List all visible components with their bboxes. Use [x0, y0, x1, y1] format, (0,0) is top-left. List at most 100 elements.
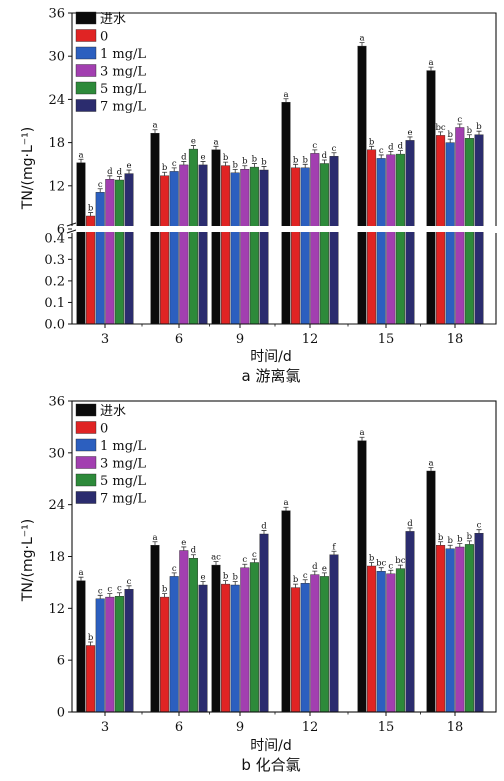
panel-a-legend: 进水 0 1 mg/L 3 mg/L 5 mg/L 7 mg/L	[75, 11, 146, 115]
panel-b-legend-swatch-1	[75, 421, 97, 434]
panel-a-error-bar-0-0	[78, 158, 84, 163]
panel-a-lower-y-tick-label-4: 0.4	[44, 231, 65, 246]
panel-b-bar-2-0	[211, 564, 221, 713]
panel-b-x-tick-label-0: 3	[101, 720, 109, 735]
panel-a-upper-y-tick-label-0: 6	[57, 223, 65, 238]
panel-b-bar-1-3	[179, 550, 189, 713]
panel-b-bar-1-0	[150, 545, 160, 713]
panel-b-bar-0-2	[95, 598, 105, 713]
panel-a-bar-1-4	[188, 148, 198, 325]
panel-b-bar-5-3	[455, 546, 465, 713]
panel-a-bar-2-3	[240, 168, 250, 325]
panel-a-upper-y-tick-label-2: 18	[48, 136, 65, 151]
panel-b-sig-letter-4-5: d	[407, 519, 413, 529]
panel-a-legend-label-5: 7 mg/L	[100, 100, 146, 115]
panel-b-bar-2-4	[249, 562, 259, 713]
panel-a-lower-y-tick-label-0: 0.0	[44, 318, 65, 333]
panel-b-sig-letter-1-3: e	[181, 538, 186, 548]
panel-b-sig-letter-5-3: b	[457, 535, 463, 545]
panel-a-sig-letter-0-4: d	[117, 168, 123, 178]
panel-a-legend-swatch-1	[75, 29, 97, 42]
panel-b-error-bar-3-5	[331, 550, 337, 555]
panel-a-lower-y-tick-label-2: 0.2	[44, 274, 65, 289]
panel-a-sig-letter-5-4: b	[467, 126, 473, 136]
panel-b-sig-letter-2-4: c	[252, 550, 257, 560]
panel-a-y-axis-title: TN/(mg·L⁻¹)	[20, 127, 36, 210]
panel-b-bar-4-4	[395, 568, 405, 713]
panel-b-legend: 进水 0 1 mg/L 3 mg/L 5 mg/L 7 mg/L	[75, 403, 146, 507]
panel-a-error-bar-3-5	[331, 152, 337, 157]
panel-b-sig-letter-2-2: b	[232, 573, 238, 583]
panel-b-sig-letter-0-4: c	[117, 584, 122, 594]
panel-b-error-bar-2-5	[261, 530, 267, 535]
panel-b-error-bar-0-5	[126, 585, 132, 590]
panel-b-error-bar-2-0	[213, 561, 219, 566]
panel-a-error-bar-4-5	[407, 136, 413, 141]
panel-a-bar-0-4	[114, 179, 124, 325]
panel-b-bar-3-1	[291, 587, 301, 713]
panel-a-legend-label-2: 1 mg/L	[100, 47, 146, 62]
panel-b-legend-swatch-3	[75, 456, 97, 469]
panel-b-main-y-tick-label-6: 36	[48, 395, 65, 410]
panel-a-error-bar-0-5	[126, 169, 132, 174]
panel-a-error-bar-2-0	[213, 145, 219, 150]
panel-a-bar-5-3	[455, 127, 465, 325]
panel-a-error-bar-5-0	[428, 66, 434, 71]
panel-b-sig-letter-5-2: b	[447, 536, 453, 546]
panel-a-error-bar-1-3	[181, 161, 187, 165]
panel-a-bar-0-0	[76, 162, 86, 325]
panel-b-sig-letter-0-1: b	[88, 633, 94, 643]
panel-a-x-tick-label-1: 6	[175, 332, 183, 347]
panel-a-error-bar-3-0	[283, 98, 289, 103]
panel-a-sig-letter-0-0: a	[78, 150, 83, 160]
panel-a-legend-label-0: 进水	[100, 12, 126, 27]
panel-b-sig-letter-1-5: e	[200, 573, 205, 583]
panel-a-error-bar-1-5	[200, 161, 206, 165]
panel-b-legend-swatch-2	[75, 438, 97, 452]
panel-b-bar-4-5	[405, 531, 415, 713]
panel-b-main-y-tick-label-0: 0	[57, 706, 65, 721]
panel-a-sig-letter-2-5: b	[261, 158, 267, 168]
panel-a-sig-letter-1-4: e	[191, 137, 196, 147]
panel-a-sig-letter-5-2: b	[447, 130, 453, 140]
panel-b-bar-5-0	[426, 470, 436, 713]
panel-a-error-bar-1-0	[152, 129, 158, 134]
panel-b-sig-letter-5-0: a	[428, 459, 433, 469]
panel-a-legend-swatch-3	[75, 64, 97, 77]
panel-a-sig-letter-5-3: c	[457, 115, 462, 125]
panel-b-error-bar-2-1	[223, 580, 229, 585]
panel-b-sig-letter-4-2: bc	[376, 559, 386, 569]
panel-a-error-bar-5-2	[447, 138, 453, 143]
panel-b-x-tick-label-5: 18	[447, 720, 464, 735]
panel-a-error-bar-1-4	[190, 145, 196, 150]
panel-a-error-bar-0-3	[107, 175, 113, 180]
panel-a-bar-3-0	[281, 102, 291, 325]
panel-b-x-tick-label-4: 15	[378, 720, 395, 735]
panel-b-sig-letter-4-3: c	[388, 561, 393, 571]
panel-a-axes-frame	[71, 12, 497, 325]
panel-b-caption: b 化合氯	[241, 756, 300, 774]
panel-b-sig-letter-4-1: b	[369, 554, 375, 564]
panel-b-sig-letter-2-1: b	[223, 572, 229, 582]
panel-b-x-tick-label-2: 9	[236, 720, 244, 735]
panel-b-error-bar-4-0	[359, 436, 365, 441]
panel-b-error-bar-5-5	[476, 529, 482, 534]
panel-b-error-bar-1-4	[190, 554, 196, 559]
panel-b-sig-letter-4-0: a	[359, 428, 364, 438]
panel-a-bar-0-5	[124, 173, 134, 325]
panel-a-error-bar-5-5	[476, 130, 482, 135]
panel-a-sig-letter-5-1: bc	[435, 123, 445, 133]
panel-b-error-bar-2-4	[251, 558, 257, 563]
panel-b-error-bar-3-1	[293, 583, 299, 588]
panel-b-bar-1-1	[160, 596, 170, 713]
panel-a-bar-0-1	[86, 215, 96, 325]
panel-b-sig-letter-2-0: ac	[211, 553, 221, 563]
panel-b-legend-label-2: 1 mg/L	[100, 439, 146, 454]
panel-a-bar-1-2	[169, 171, 179, 325]
panel-b-bar-3-0	[281, 510, 291, 713]
panel-b-bar-2-2	[230, 584, 240, 713]
panel-a-error-bar-2-1	[223, 161, 229, 166]
